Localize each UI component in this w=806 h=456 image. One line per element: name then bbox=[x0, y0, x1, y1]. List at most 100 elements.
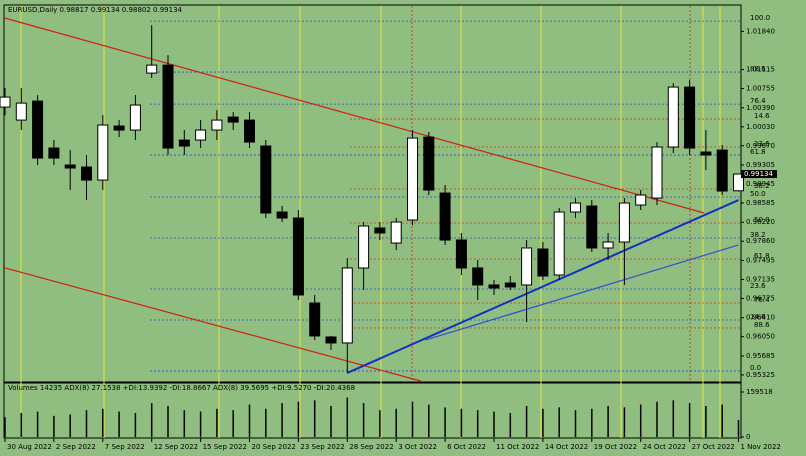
candle-body bbox=[504, 282, 516, 288]
fib-label: 88.6 bbox=[754, 321, 770, 329]
fib-label: 0.0 bbox=[750, 364, 761, 372]
y-tick-label: 0.96410 bbox=[746, 314, 775, 322]
candle-body bbox=[276, 211, 288, 219]
x-tick-label: 28 Sep 2022 bbox=[349, 443, 393, 451]
x-tick-label: 15 Sep 2022 bbox=[203, 443, 247, 451]
candle-body bbox=[48, 147, 60, 159]
candle-body bbox=[537, 248, 549, 277]
volume-tick-label: 159518 bbox=[746, 388, 773, 396]
candle-body bbox=[667, 86, 679, 148]
fib-label: 100.0 bbox=[750, 14, 770, 22]
x-tick-label: 14 Oct 2022 bbox=[545, 443, 588, 451]
fib-label: 38.2 bbox=[750, 231, 766, 239]
y-tick-label: 0.96050 bbox=[746, 333, 775, 341]
chart-title: EURUSD,Daily 0.98817 0.99134 0.98802 0.9… bbox=[8, 6, 183, 14]
x-tick-label: 30 Aug 2022 bbox=[7, 443, 52, 451]
y-tick-label: 1.00030 bbox=[746, 123, 775, 131]
fib-label: 88.6 bbox=[750, 65, 766, 73]
candle-body bbox=[146, 64, 158, 74]
fib-label: 38.2 bbox=[754, 182, 770, 190]
last-price-label: 0.99134 bbox=[744, 170, 773, 178]
volume-panel bbox=[3, 382, 742, 439]
x-tick-label: 6 Oct 2022 bbox=[447, 443, 486, 451]
x-tick-label: 19 Oct 2022 bbox=[594, 443, 637, 451]
y-tick-label: 0.95325 bbox=[746, 371, 775, 379]
candle-body bbox=[15, 102, 27, 121]
trendline bbox=[4, 17, 705, 214]
candle-body bbox=[407, 137, 418, 221]
volume-tick-label: 0 bbox=[746, 433, 750, 441]
x-tick-label: 2 Sep 2022 bbox=[56, 443, 96, 451]
indicator-header: Volumes 14235 ADX(8) 27.1538 +DI:13.9392… bbox=[8, 384, 355, 392]
y-tick-label: 0.99305 bbox=[746, 161, 775, 169]
candle-body bbox=[488, 284, 500, 289]
y-tick-label: 1.01115 bbox=[746, 66, 775, 74]
candle-body bbox=[227, 116, 239, 123]
candle-body bbox=[292, 217, 304, 296]
candle-body bbox=[521, 247, 533, 286]
x-tick-label: 7 Sep 2022 bbox=[105, 443, 145, 451]
fib-label: 50.0 bbox=[750, 190, 766, 198]
candle-body bbox=[81, 166, 92, 181]
fib-label: 14.6 bbox=[750, 313, 766, 321]
candle-body bbox=[32, 100, 44, 159]
price-panel bbox=[3, 4, 742, 383]
candle-body bbox=[260, 145, 272, 214]
candle-body bbox=[553, 211, 565, 276]
candle-body bbox=[195, 129, 207, 141]
candle-body bbox=[570, 202, 581, 213]
candle-body bbox=[64, 164, 76, 169]
x-tick-label: 1 Nov 2022 bbox=[741, 443, 781, 451]
y-tick-label: 0.98945 bbox=[746, 180, 775, 188]
candle-body bbox=[309, 302, 321, 337]
candle-body bbox=[651, 146, 663, 199]
candle-body bbox=[684, 86, 696, 149]
candle-body bbox=[635, 194, 647, 206]
y-tick-label: 0.95685 bbox=[746, 352, 775, 360]
fib-label: 76.4 bbox=[750, 97, 766, 105]
candle-body bbox=[325, 336, 337, 344]
fib-label: 14.6 bbox=[754, 112, 770, 120]
trendline bbox=[346, 199, 739, 374]
x-tick-label: 20 Sep 2022 bbox=[252, 443, 296, 451]
x-tick-label: 3 Oct 2022 bbox=[398, 443, 437, 451]
candle-body bbox=[341, 267, 353, 344]
candle-body bbox=[162, 64, 174, 149]
x-tick-label: 12 Sep 2022 bbox=[154, 443, 198, 451]
candle-body bbox=[113, 125, 125, 131]
y-tick-label: 0.98220 bbox=[746, 218, 775, 226]
fib-label: 61.8 bbox=[750, 148, 766, 156]
y-tick-label: 0.97495 bbox=[746, 256, 775, 264]
fib-label: 50.0 bbox=[754, 216, 770, 224]
candle-body bbox=[423, 136, 435, 191]
trendline bbox=[4, 267, 421, 382]
candle-body bbox=[390, 221, 402, 244]
candle-body bbox=[358, 225, 370, 269]
candle-body bbox=[0, 96, 11, 108]
y-tick-label: 0.99670 bbox=[746, 142, 775, 150]
candle-body bbox=[602, 241, 614, 249]
candle-body bbox=[716, 149, 728, 192]
candle-body bbox=[472, 267, 484, 286]
y-tick-label: 1.00755 bbox=[746, 85, 775, 93]
x-tick-label: 27 Oct 2022 bbox=[692, 443, 735, 451]
candle-body bbox=[244, 119, 255, 143]
y-tick-label: 0.97860 bbox=[746, 237, 775, 245]
candle-body bbox=[129, 104, 141, 131]
x-tick-label: 11 Oct 2022 bbox=[496, 443, 539, 451]
candle-body bbox=[700, 151, 712, 156]
y-tick-label: 1.01840 bbox=[746, 27, 775, 35]
y-tick-label: 0.96775 bbox=[746, 294, 775, 302]
fib-label: 76.4 bbox=[754, 296, 770, 304]
last-price-box bbox=[741, 170, 777, 179]
trendline bbox=[425, 244, 739, 341]
x-tick-label: 23 Sep 2022 bbox=[300, 443, 344, 451]
candle-body bbox=[455, 239, 467, 269]
fib-label: 23.6 bbox=[754, 140, 770, 148]
fib-label: 23.6 bbox=[750, 282, 766, 290]
candle-body bbox=[374, 227, 386, 234]
candle-body bbox=[211, 119, 223, 131]
